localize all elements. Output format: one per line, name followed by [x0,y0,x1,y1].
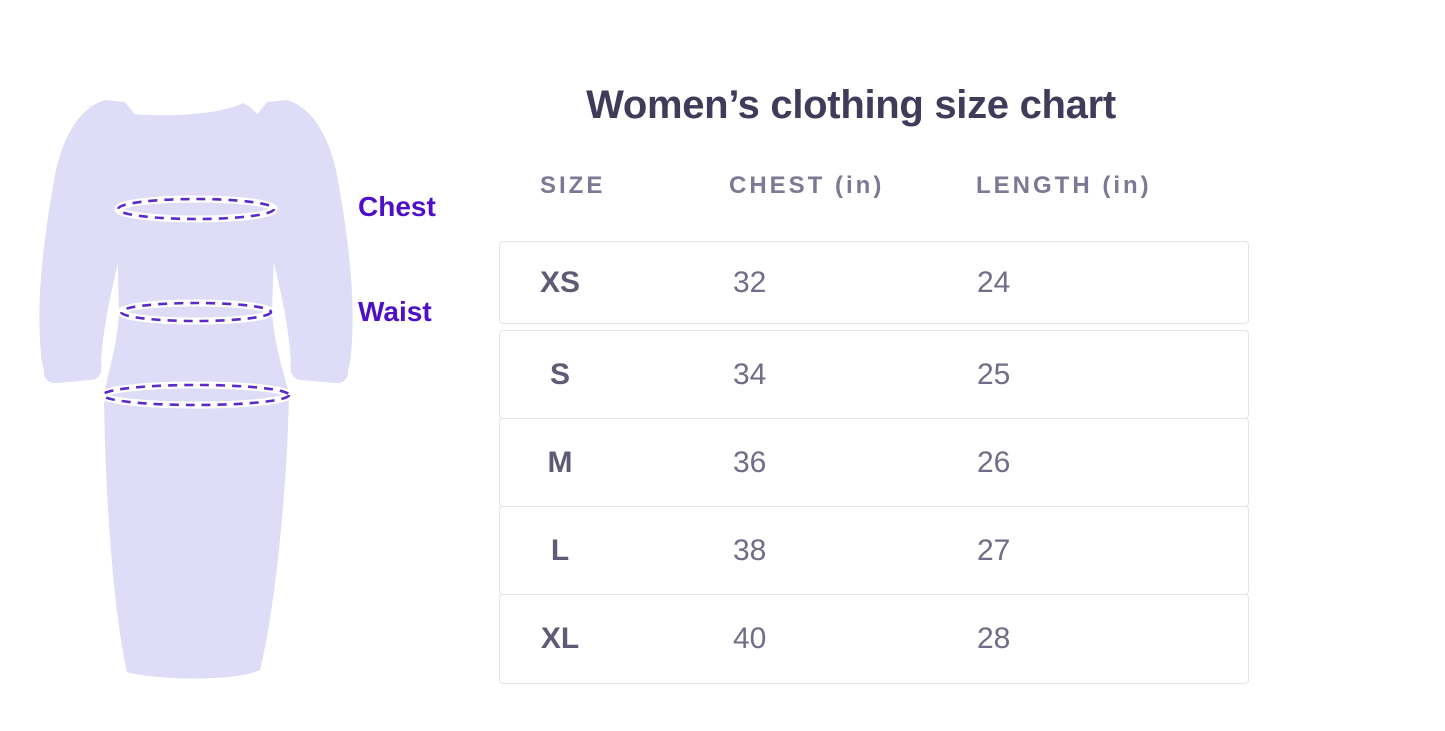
length-value: 26 [977,445,1011,479]
length-value: 25 [977,357,1011,391]
chest-label: Chest [358,191,436,222]
dress-body-shape [87,103,289,679]
table-row-l: L 38 27 [499,506,1249,595]
length-value: 24 [977,265,1011,299]
chest-value: 38 [733,533,767,567]
table-row-xl: XL 40 28 [499,594,1249,684]
col-header-size: SIZE [540,172,606,199]
hip-measure-line [101,383,291,407]
length-value: 27 [977,533,1011,567]
size-value: S [549,357,570,391]
waist-label: Waist [358,296,432,327]
size-value: M [547,445,573,479]
chest-value: 32 [733,265,767,299]
chest-value: 40 [733,622,767,655]
chest-measure-line [116,197,276,221]
size-value: XL [540,622,580,655]
table-row-s: S 34 25 [499,330,1249,419]
waist-measure-line [119,301,273,323]
col-header-length: LENGTH (in) [976,172,1152,199]
dress-measurement-illustration [39,100,353,679]
chest-value: 36 [733,445,767,479]
table-row-xs: XS 32 24 [499,241,1249,324]
length-value: 28 [977,622,1011,655]
col-header-chest: CHEST (in) [729,172,885,199]
chest-value: 34 [733,357,767,391]
size-value: L [550,533,570,567]
page-title: Women’s clothing size chart [586,83,1116,127]
table-row-m: M 36 26 [499,418,1249,507]
size-value: XS [539,265,581,299]
